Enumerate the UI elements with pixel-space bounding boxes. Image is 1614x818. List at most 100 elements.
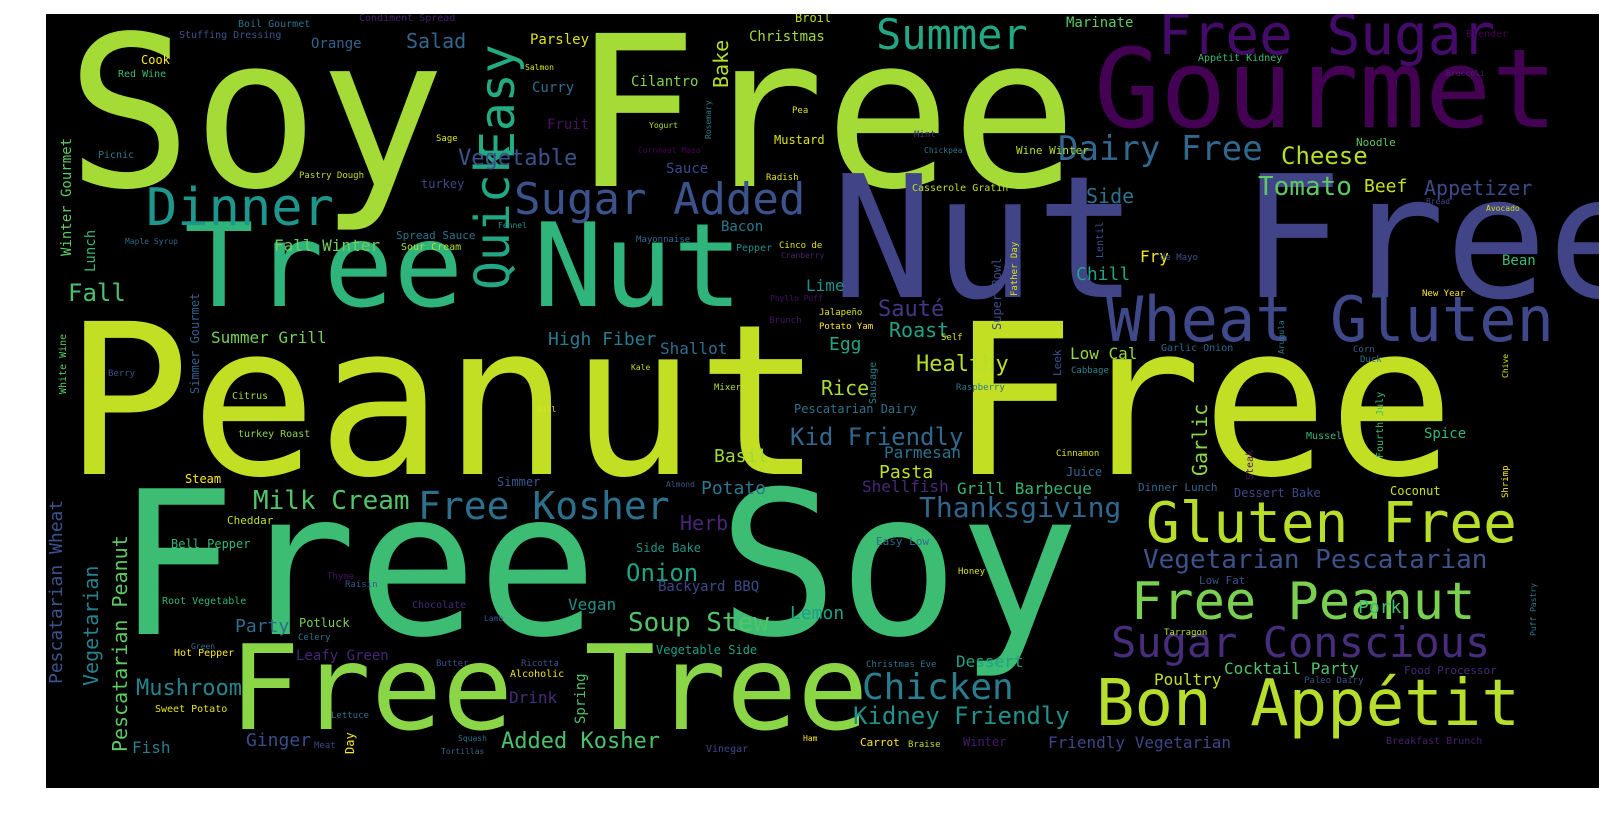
word: Chicken [862,667,1014,708]
word: Gourmet [1094,25,1558,153]
word: Brunch [769,316,802,326]
word: Lunch [83,229,99,272]
word: Breakfast Brunch [1386,736,1483,747]
word: Boil Gourmet [238,19,311,30]
word: Lentil [1095,221,1106,258]
word: New Year [1422,289,1466,299]
word: Potluck [299,616,350,630]
word: Ginger [246,730,312,751]
word: Garlic [1188,403,1212,476]
word: Mint [914,130,936,140]
word: Pork [1358,597,1402,618]
word: Picnic [98,150,135,161]
word: Tomato [1258,172,1352,202]
word: Corn [1353,345,1375,355]
word: Sauté [878,297,945,322]
word: Mustard [774,133,825,147]
word: Meat [314,741,336,751]
word: Easy Low [876,535,929,548]
word: turkey Roast [238,429,311,440]
word: Self [941,333,963,343]
word: Bake [709,39,733,88]
word: Tree Nut [184,199,743,334]
word: Bacon [721,219,764,235]
word: Noodle [1356,136,1396,149]
word: turkey [421,177,465,191]
word: Free Soy [116,449,1080,682]
word: Summer Grill [211,328,327,347]
word: Pasta [879,462,934,483]
word: Appetizer [1424,176,1533,200]
word: Chickpea [924,146,963,155]
word: Salad [406,29,467,53]
word: Dessert Bake [1234,486,1321,500]
word: Kid Friendly [790,423,964,451]
word: Chive [1501,353,1510,378]
word: Sausage [868,361,879,404]
word: Condiment Spread [359,14,456,24]
word: Healthy [916,352,1009,377]
word: Red Wine [118,69,167,80]
word: Spread Sauce [396,229,476,242]
word: Celery [298,633,331,643]
word: Sour Cream [401,242,462,253]
word: Sugar Added [514,174,806,225]
word: Almond [666,480,695,489]
word: Bean [1502,253,1536,269]
word: Lettuce [331,711,369,721]
word: Sugar Conscious [1111,618,1491,667]
word: Mussel [1306,431,1343,442]
word: Yogurt [649,121,678,130]
word: Squash [458,734,487,743]
word: Carrot [860,736,900,749]
word: Tortillas [441,747,485,756]
word: Honey [958,567,986,577]
word: Hot Pepper [174,648,235,659]
word: Fruit [547,117,590,133]
word: Cheese [1281,142,1368,170]
word: Fall [68,279,126,307]
word: Bon Appétit [1096,667,1520,741]
word: Beef [1364,176,1408,197]
word: Roast [889,318,950,342]
word: Pescatarian Peanut [108,535,132,752]
word: Spring [573,673,589,724]
word-cloud: Soy Free Peanut Free Free Soy Nut Free F… [46,14,1599,788]
word: Onion [626,559,699,587]
word: Vegetarian Pescatarian [1143,545,1488,575]
word: Broccoli [1446,69,1485,78]
word: Chill [1076,264,1131,285]
word: Leafy Green [296,648,389,664]
word: Milk Cream [253,486,410,516]
word: Dessert [956,652,1024,671]
word: Tarragon [1164,628,1208,638]
word: Butter [436,659,469,669]
word: Vegetable [458,146,578,171]
word: Side [1086,184,1135,208]
word: Cook [141,53,170,67]
word: Day [343,732,357,754]
word: Christmas Eve [866,660,937,670]
word: Winter Gourmet [59,137,75,256]
word: Citrus [232,391,269,402]
word: Marinate [1066,15,1134,31]
word: Vegetarian [79,565,103,686]
word: Potato [701,478,767,499]
word: Fennel [498,221,527,230]
word: Cornmeal Masa [638,146,701,155]
word: Simmer Gourmet [188,292,202,394]
word: Orange [311,36,362,52]
word: Added Kosher [501,729,660,754]
word: Mixer [714,383,742,393]
word: Jalapeño [819,308,863,318]
word: Fry [1140,247,1169,266]
word: High Fiber [548,329,657,350]
word: Cabbage [1071,366,1109,376]
word: Alcoholic [510,669,565,680]
word: Dinner Lunch [1138,481,1218,494]
word: Party [235,616,290,637]
word: Duck [1360,355,1382,365]
word: Cocktail Party [1224,659,1359,678]
word: Shrimp [1501,465,1511,498]
word: Sweet Potato [155,704,228,715]
